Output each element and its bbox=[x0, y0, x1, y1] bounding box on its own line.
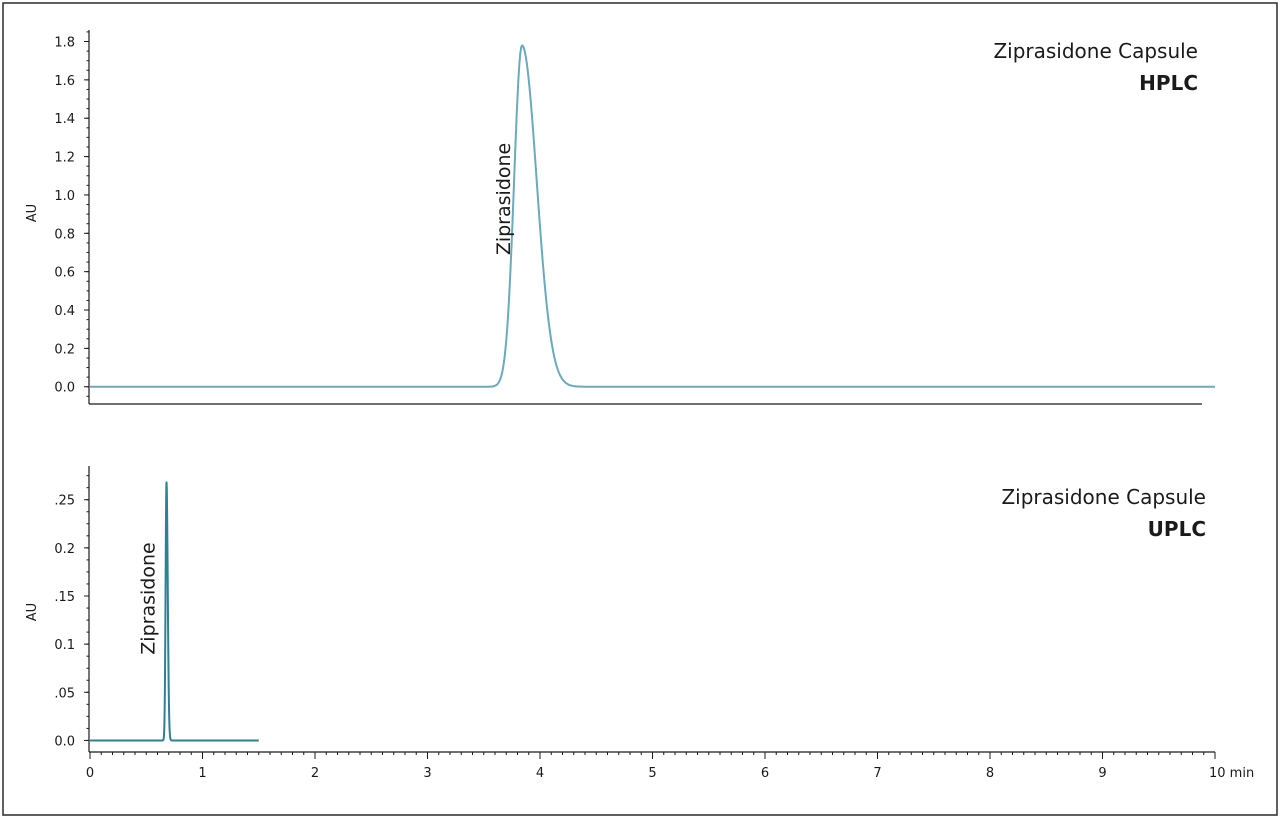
uplc-x-tick-label: 8 bbox=[986, 766, 994, 781]
hplc-y-tick-label: 1.4 bbox=[54, 112, 75, 127]
uplc-y-tick-label: 0.0 bbox=[54, 734, 75, 749]
uplc-y-axis-title: AU bbox=[25, 603, 40, 621]
hplc-peak-label: Ziprasidone bbox=[493, 143, 515, 255]
hplc-y-tick-label: 1.2 bbox=[54, 151, 75, 166]
hplc-panel: Ziprasidone Capsule HPLC AU 0.0 0.2 0.4 0.6… bbox=[25, 30, 1216, 405]
uplc-x-tick-label: 2 bbox=[311, 766, 319, 781]
hplc-y-tick-label: 1.6 bbox=[54, 74, 75, 89]
hplc-y-tick-label: 0.2 bbox=[54, 342, 75, 357]
hplc-y-tick-label: 0.6 bbox=[54, 266, 75, 281]
uplc-y-tick-label: .05 bbox=[54, 686, 75, 701]
hplc-y-tick-label: 0.0 bbox=[54, 381, 75, 396]
uplc-subtitle: UPLC bbox=[1148, 517, 1206, 541]
hplc-y-tick-label: 1.0 bbox=[54, 189, 75, 204]
uplc-x-tick-label: 3 bbox=[423, 766, 431, 781]
uplc-x-tick-label: 9 bbox=[1098, 766, 1106, 781]
uplc-x-tick-label: 4 bbox=[536, 766, 544, 781]
uplc-x-tick-label: 6 bbox=[761, 766, 769, 781]
uplc-x-tick-label: 10 min bbox=[1209, 766, 1254, 781]
uplc-peak-label: Ziprasidone bbox=[138, 542, 160, 654]
hplc-subtitle: HPLC bbox=[1139, 71, 1198, 95]
hplc-y-tick-label: 0.8 bbox=[54, 227, 75, 242]
uplc-panel: Ziprasidone Capsule UPLC AU 0.0 .05 0.1 .15… bbox=[25, 466, 1254, 781]
hplc-trace bbox=[89, 44, 1216, 388]
uplc-y-tick-label: .15 bbox=[54, 590, 75, 605]
uplc-x-tick-label: 1 bbox=[198, 766, 206, 781]
uplc-x-tick-label: 0 bbox=[86, 766, 94, 781]
uplc-title: Ziprasidone Capsule bbox=[1001, 485, 1206, 509]
uplc-trace bbox=[89, 481, 260, 742]
uplc-x-tick-label: 7 bbox=[873, 766, 881, 781]
uplc-x-tick-label: 5 bbox=[648, 766, 656, 781]
uplc-y-tick-label: 0.2 bbox=[54, 542, 75, 557]
hplc-y-axis-title: AU bbox=[25, 204, 40, 222]
hplc-y-tick-label: 0.4 bbox=[54, 304, 75, 319]
uplc-y-tick-label: .25 bbox=[54, 494, 75, 509]
uplc-y-tick-label: 0.1 bbox=[54, 638, 75, 653]
hplc-y-tick-label: 1.8 bbox=[54, 36, 75, 51]
hplc-title: Ziprasidone Capsule bbox=[993, 39, 1198, 63]
